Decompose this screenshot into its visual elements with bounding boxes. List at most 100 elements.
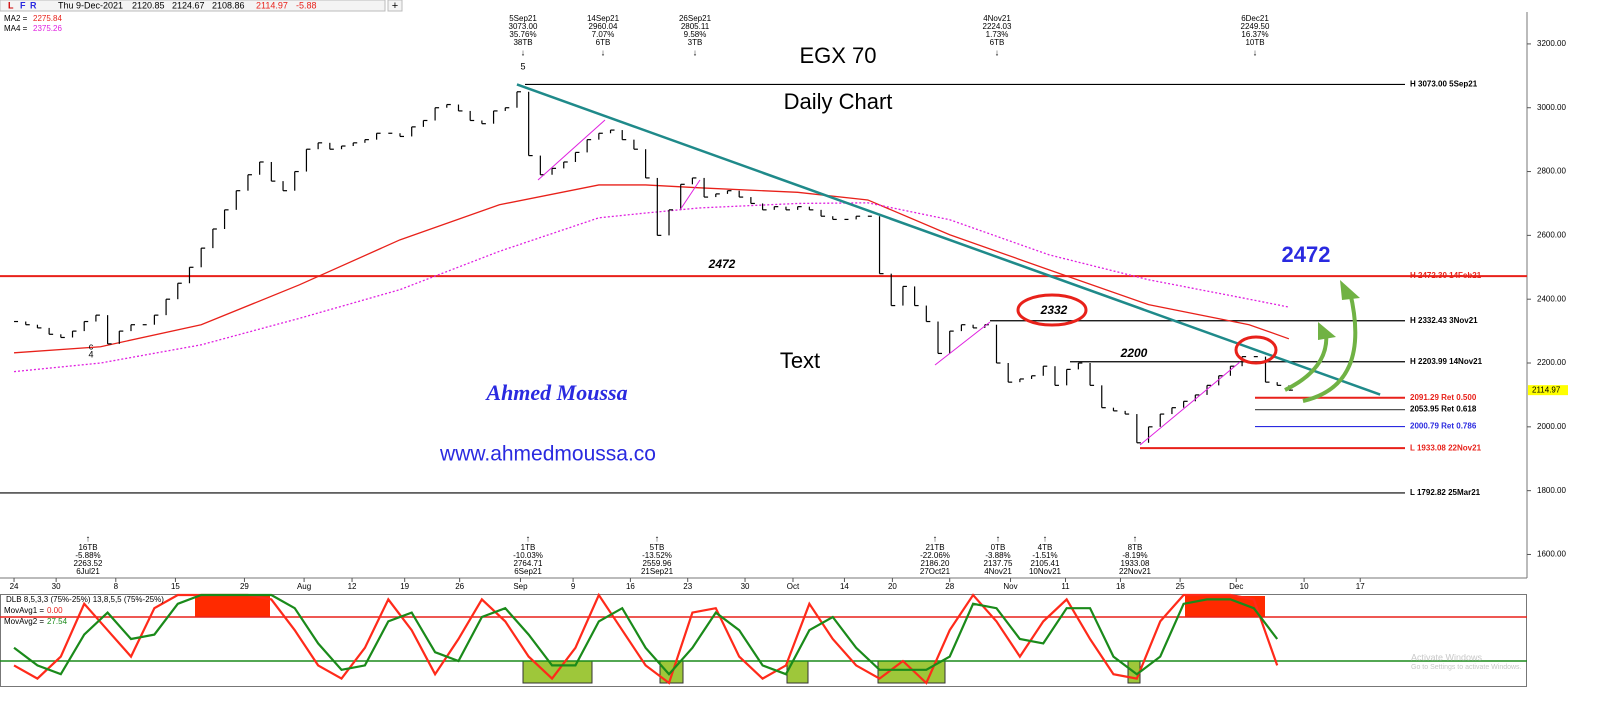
top-annotation: 38TB [513, 38, 532, 47]
bottom-annotation: -22.06% [920, 551, 950, 560]
price-bar [914, 286, 919, 307]
price-bar [855, 215, 861, 220]
osc-legend-value: 27.54 [47, 617, 68, 626]
price-bar [411, 126, 416, 137]
top-annotation: 14Sep21 [587, 14, 620, 23]
price-bar [516, 91, 521, 108]
price-bar [645, 149, 650, 179]
price-bar [305, 148, 311, 172]
top-annotation: 7.07% [592, 30, 615, 39]
price-bar [925, 305, 931, 323]
top-annotation: 2805.11 [681, 22, 710, 31]
top-annotation: 6TB [596, 38, 611, 47]
price-bar [492, 110, 498, 124]
price-bar [1124, 410, 1130, 415]
arrow-down: ↓ [995, 47, 1000, 57]
price-bar [1218, 375, 1223, 386]
header-low: 2108.86 [212, 0, 245, 10]
watermark: Go to Settings to activate Windows. [1411, 664, 1522, 671]
x-tick-label: Aug [297, 582, 311, 591]
bottom-annotation: -1.51% [1032, 551, 1057, 560]
text-note: Text [780, 348, 820, 373]
x-tick-label: 12 [348, 582, 357, 591]
x-tick-label: 11 [1061, 582, 1070, 591]
price-bar [832, 216, 837, 221]
price-bar [469, 110, 475, 122]
price-bar [691, 177, 697, 185]
target-label: 2472 [1282, 242, 1331, 267]
plot-layer: L F R Thu 9-Dec-2021 2120.85 2124.67 2108.86 21… [0, 0, 1568, 685]
level-label: 2091.29 Ret 0.500 [1410, 393, 1477, 402]
bottom-annotation: -5.88% [75, 551, 100, 560]
wave-label: 5 [520, 61, 525, 71]
x-tick-label: 10 [1300, 582, 1309, 591]
last-price-label: 2114.97 [1532, 385, 1561, 394]
price-bar [317, 142, 323, 150]
price-bar [1054, 366, 1059, 386]
ma-legend-label: MA4 = [4, 24, 28, 33]
price-bar [1183, 400, 1188, 408]
x-tick-label: 15 [171, 582, 180, 591]
arrow-down: ↓ [521, 47, 526, 57]
price-bar [60, 334, 65, 339]
price-bar [890, 273, 896, 307]
toolbar-icon[interactable]: F [20, 0, 26, 10]
toolbar-icon[interactable]: R [30, 0, 37, 10]
bottom-annotation: 22Nov21 [1119, 567, 1152, 576]
price-bar [633, 139, 638, 150]
price-bar [48, 327, 54, 335]
y-tick-label: 2200.00 [1537, 358, 1566, 367]
price-bar [165, 298, 171, 316]
price-bar [153, 314, 159, 325]
level-label: H 2203.99 14Nov21 [1410, 357, 1483, 366]
price-bar [130, 324, 135, 332]
bottom-annotation: -13.52% [642, 551, 672, 560]
price-bar [563, 161, 568, 169]
top-annotation: 6Dec21 [1241, 14, 1269, 23]
author: Ahmed Moussa [484, 380, 627, 405]
price-bar [1101, 385, 1106, 409]
price-bar [668, 209, 674, 236]
bottom-annotation: 1933.08 [1121, 559, 1150, 568]
bottom-annotation: 2137.75 [984, 559, 1013, 568]
bottom-annotation: 2105.41 [1031, 559, 1060, 568]
osc-legend-label: MovAvg1 = [4, 606, 44, 615]
price-bar [399, 133, 404, 138]
x-tick-label: Nov [1003, 582, 1017, 591]
x-tick-label: Dec [1229, 582, 1243, 591]
price-bar [972, 324, 978, 329]
price-bar [504, 107, 510, 111]
price-bar [481, 120, 486, 125]
arrow-down: ↓ [1253, 47, 1258, 57]
bottom-annotation: 21Sep21 [641, 567, 674, 576]
green-arrowhead [1340, 280, 1360, 300]
oscillator-frame [0, 594, 1527, 687]
bottom-annotation: -3.88% [985, 551, 1010, 560]
arrow-down: ↓ [693, 47, 698, 57]
arrow-up: ↑ [996, 533, 1001, 543]
price-bar [200, 247, 206, 268]
level-label: 2000.79 Ret 0.786 [1410, 422, 1477, 431]
arrow-up: ↑ [526, 533, 531, 543]
bottom-annotation: 1TB [521, 543, 536, 552]
x-tick-label: Sep [513, 582, 528, 591]
price-bar [949, 330, 954, 354]
chart-subtitle: Daily Chart [784, 89, 893, 114]
price-bar [446, 103, 451, 108]
add-tab[interactable] [387, 0, 403, 12]
y-tick-label: 1600.00 [1537, 550, 1566, 559]
top-annotation: 9.58% [684, 30, 707, 39]
top-annotation: 2249.50 [1241, 22, 1270, 31]
x-tick-label: 25 [1176, 582, 1185, 591]
header-bar [0, 0, 386, 12]
price-bar [36, 324, 42, 329]
price-bar [738, 190, 744, 198]
green-arrow [1284, 331, 1329, 392]
toolbar-icon[interactable]: L [8, 0, 14, 10]
price-bar [680, 183, 685, 210]
price-bar [1229, 365, 1235, 376]
bottom-annotation: 5TB [650, 543, 665, 552]
moving-average [13, 202, 1290, 373]
price-bar [364, 139, 369, 143]
